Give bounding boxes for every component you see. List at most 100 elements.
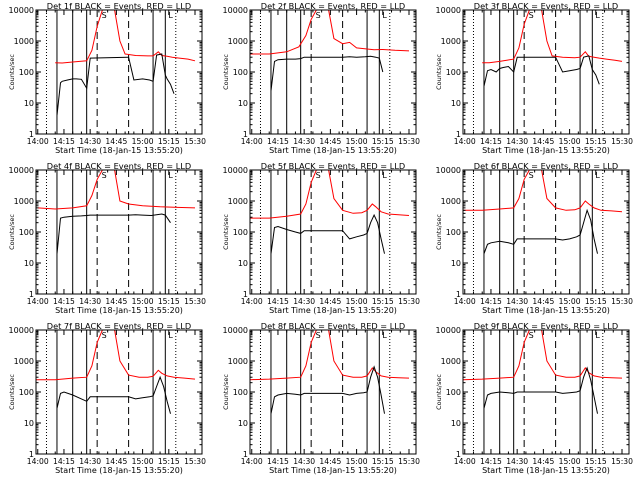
marker-label: S xyxy=(316,11,321,20)
y-tick-label: 10000 xyxy=(436,6,461,15)
x-tick-label: 14:30 xyxy=(506,457,528,466)
y-tick-label: 10 xyxy=(24,259,34,268)
y-axis: 1 10 100 1000 10000 xyxy=(9,6,202,139)
x-tick-label: 14:00 xyxy=(241,137,263,146)
plot-frame xyxy=(249,9,417,135)
y-tick-label: 10 xyxy=(24,99,34,108)
x-tick-label: 15:00 xyxy=(132,457,154,466)
marker-lines xyxy=(45,330,177,454)
x-tick-label: 15:30 xyxy=(398,137,420,146)
y-tick-label: 10000 xyxy=(223,166,248,175)
x-tick-label: 15:15 xyxy=(585,457,607,466)
x-tick-label: 14:45 xyxy=(319,137,341,146)
lld-series-line xyxy=(250,330,410,381)
y-tick-label: 1000 xyxy=(14,357,34,366)
x-tick-label: 14:00 xyxy=(27,137,49,146)
events-series-line xyxy=(270,55,384,91)
x-tick-label: 14:30 xyxy=(79,297,101,306)
plot-frame xyxy=(462,9,630,135)
marker-label: S xyxy=(316,331,321,340)
x-tick-label: 15:15 xyxy=(158,457,180,466)
x-tick-label: 15:30 xyxy=(398,297,420,306)
x-axis: 14:00 14:15 14:30 14:45 15:00 15:15 15:30 xyxy=(454,170,633,306)
y-tick-label: 10 xyxy=(451,259,461,268)
events-series-line xyxy=(483,366,598,414)
y-tick-label: 1000 xyxy=(228,197,248,206)
panel-title: Det 6f BLACK = Events, RED = LLD xyxy=(474,161,618,171)
y-tick-label: 10000 xyxy=(9,6,34,15)
y-tick-label: 1 xyxy=(456,450,461,459)
y-tick-label: 100 xyxy=(19,68,34,77)
x-axis-title: Start Time (18-Jan-15 13:55:20) xyxy=(482,306,610,315)
y-axis-title: Counts/sec xyxy=(435,54,443,90)
lld-series-line xyxy=(250,10,410,55)
plot-frame xyxy=(462,169,630,295)
x-axis: 14:00 14:15 14:30 14:45 15:00 15:15 15:30 xyxy=(454,10,633,146)
marker-lines xyxy=(45,170,177,294)
lld-series-line xyxy=(463,330,623,381)
y-tick-label: 1 xyxy=(29,450,34,459)
y-tick-label: 1 xyxy=(243,290,248,299)
events-series-line xyxy=(56,375,171,414)
x-axis-title: Start Time (18-Jan-15 13:55:20) xyxy=(482,466,610,475)
y-tick-label: 1000 xyxy=(14,197,34,206)
panel-title: Det 4f BLACK = Events, RED = LLD xyxy=(47,161,191,171)
marker-lines xyxy=(472,330,604,454)
x-tick-label: 15:15 xyxy=(158,297,180,306)
x-tick-label: 14:45 xyxy=(105,137,127,146)
x-tick-label: 14:15 xyxy=(53,457,75,466)
x-tick-label: 15:00 xyxy=(132,297,154,306)
y-tick-label: 100 xyxy=(19,388,34,397)
plot-frame xyxy=(35,329,203,455)
x-tick-label: 15:30 xyxy=(611,137,633,146)
y-axis-title: Counts/sec xyxy=(435,374,443,410)
y-tick-label: 1 xyxy=(29,290,34,299)
x-axis-title: Start Time (18-Jan-15 13:55:20) xyxy=(55,306,183,315)
x-axis-title: Start Time (18-Jan-15 13:55:20) xyxy=(269,146,397,155)
y-tick-label: 1 xyxy=(243,130,248,139)
marker-lines xyxy=(45,10,177,134)
x-tick-label: 14:30 xyxy=(293,457,315,466)
y-axis-title: Counts/sec xyxy=(435,214,443,250)
panel-title: Det 5f BLACK = Events, RED = LLD xyxy=(261,161,405,171)
events-series-line xyxy=(56,213,171,254)
lld-series-line xyxy=(463,170,623,213)
y-axis: 1 10 100 1000 10000 xyxy=(223,166,416,299)
marker-label: L xyxy=(382,171,387,180)
y-axis-title: Counts/sec xyxy=(8,214,16,250)
y-axis: 1 10 100 1000 10000 xyxy=(436,6,629,139)
marker-lines xyxy=(472,10,604,134)
y-axis: 1 10 100 1000 10000 xyxy=(9,166,202,299)
y-tick-label: 10 xyxy=(238,99,248,108)
x-tick-label: 15:15 xyxy=(372,457,394,466)
events-series-line xyxy=(483,208,598,254)
x-tick-label: 15:15 xyxy=(372,297,394,306)
y-axis: 1 10 100 1000 10000 xyxy=(9,326,202,459)
panel-title: Det 8f BLACK = Events, RED = LLD xyxy=(261,321,405,331)
x-tick-label: 14:30 xyxy=(79,457,101,466)
y-tick-label: 10000 xyxy=(436,326,461,335)
x-tick-label: 14:00 xyxy=(454,297,476,306)
x-tick-label: 14:00 xyxy=(454,137,476,146)
x-tick-label: 14:45 xyxy=(532,297,554,306)
x-tick-label: 14:30 xyxy=(293,297,315,306)
marker-label: L xyxy=(382,331,387,340)
x-tick-label: 14:00 xyxy=(241,457,263,466)
y-tick-label: 10000 xyxy=(9,166,34,175)
y-tick-label: 1000 xyxy=(14,37,34,46)
x-tick-label: 14:45 xyxy=(532,457,554,466)
x-tick-label: 14:30 xyxy=(506,137,528,146)
panel-title: Det 7f BLACK = Events, RED = LLD xyxy=(47,321,191,331)
plot-frame xyxy=(249,169,417,295)
y-tick-label: 1 xyxy=(243,450,248,459)
y-tick-label: 100 xyxy=(446,228,461,237)
panel-title: Det 1f BLACK = Events, RED = LLD xyxy=(47,1,191,11)
y-axis-title: Counts/sec xyxy=(222,214,230,250)
x-tick-label: 14:15 xyxy=(267,457,289,466)
marker-label: L xyxy=(168,331,173,340)
x-tick-label: 14:00 xyxy=(27,457,49,466)
